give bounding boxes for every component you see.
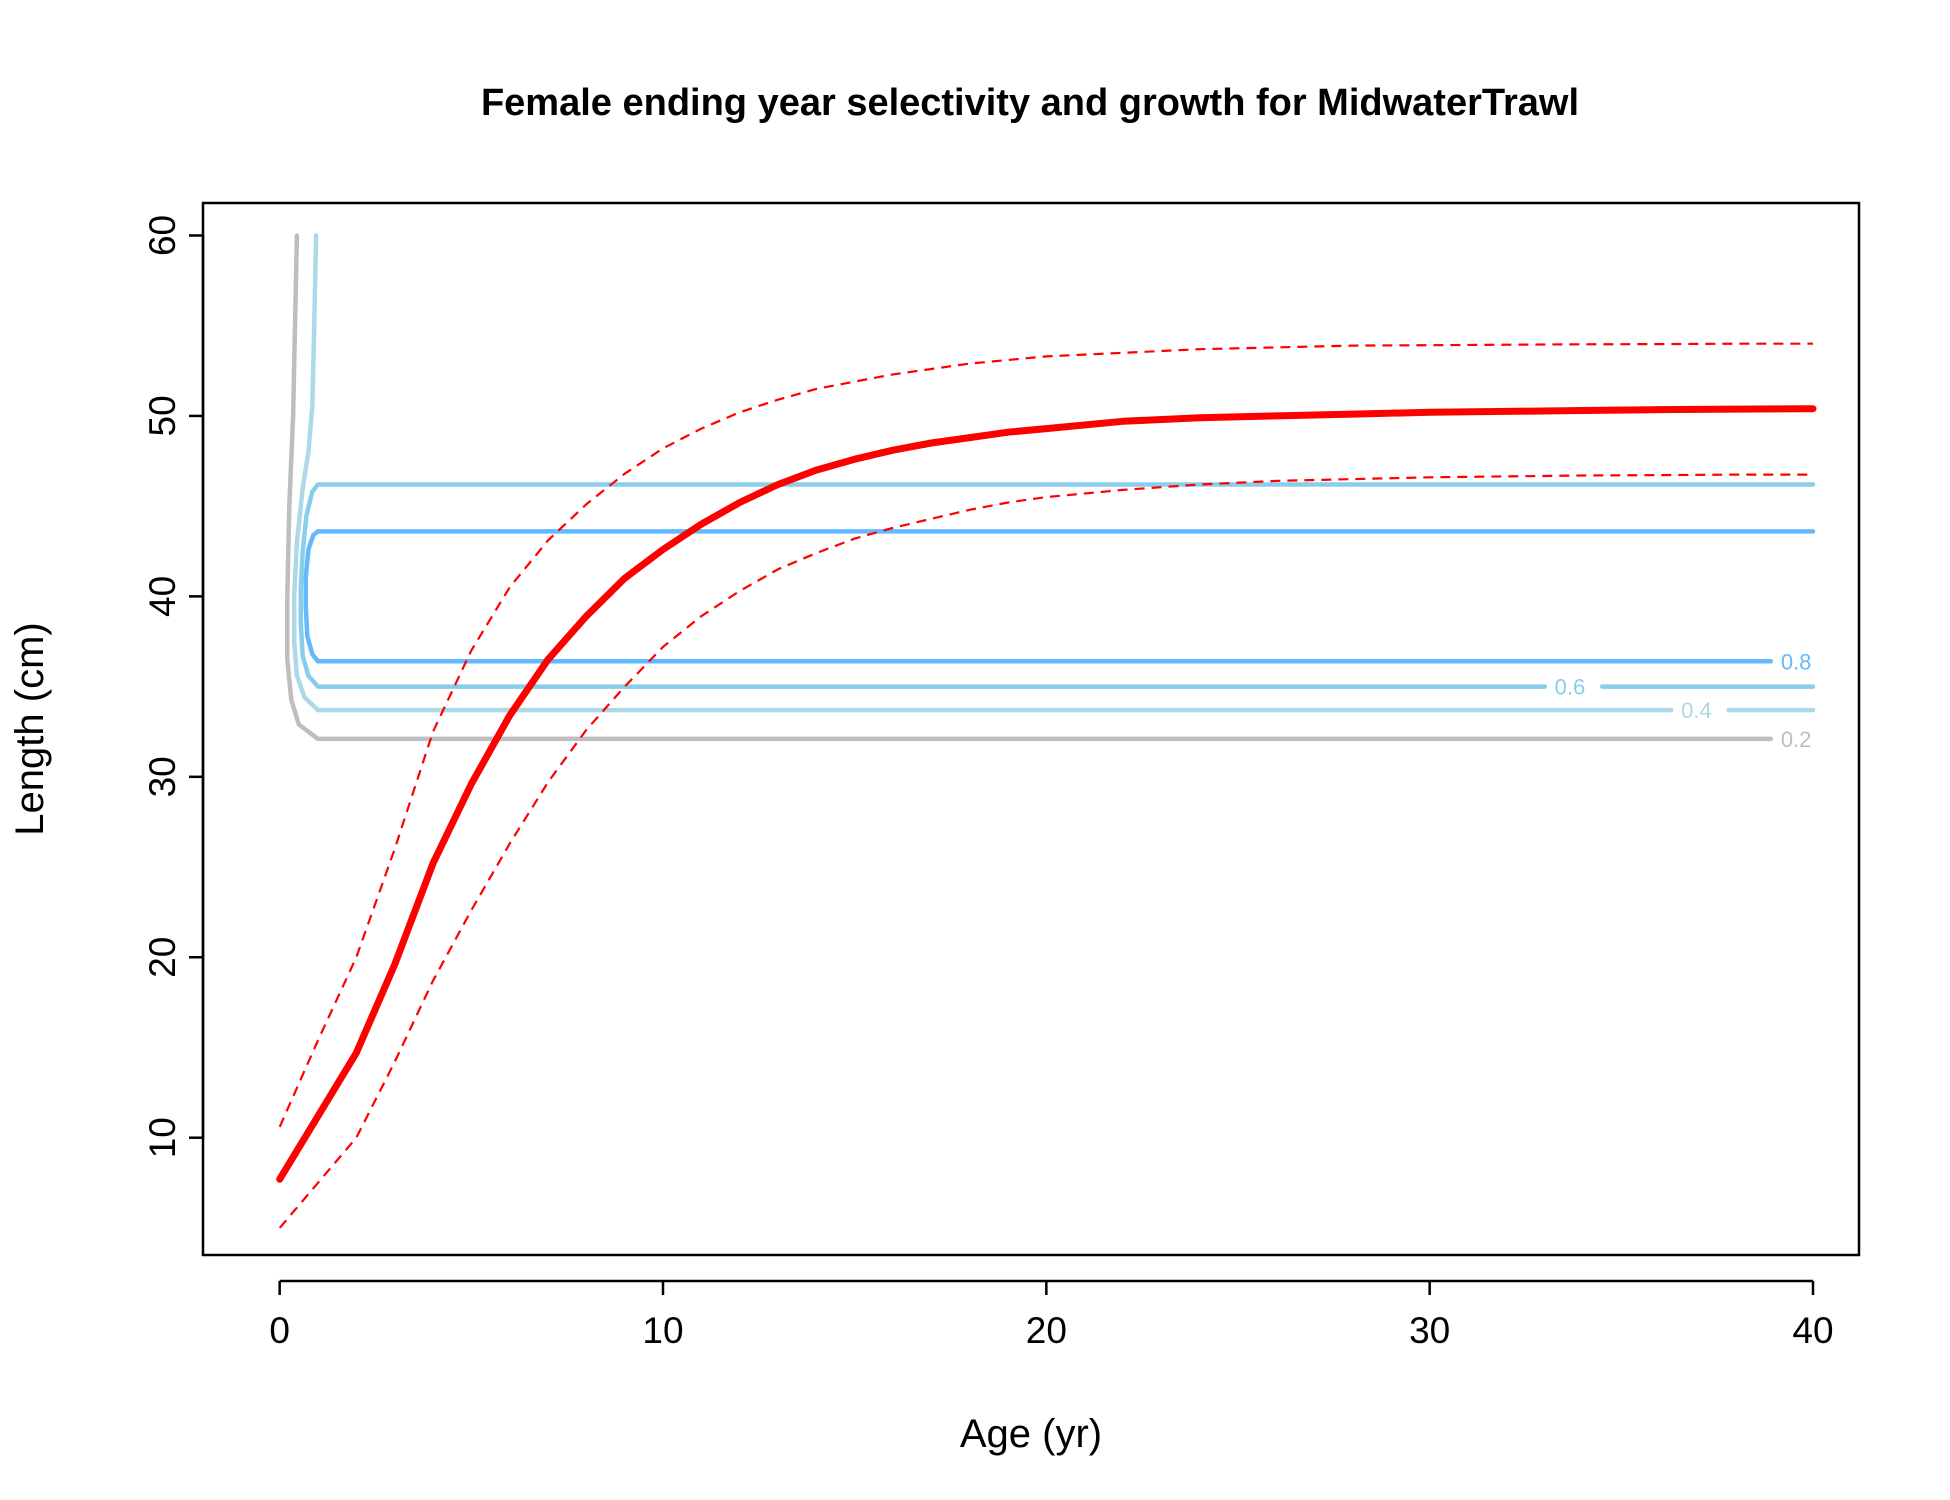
y-axis-label: Length (cm) [8,622,52,835]
x-tick-label-20: 20 [1026,1310,1067,1351]
x-tick-label-40: 40 [1792,1310,1833,1351]
y-tick-label-30: 30 [142,756,183,797]
contour-label-08: 0.8 [1781,649,1812,674]
y-tick-label-50: 50 [142,395,183,436]
selectivity-contour-04-1 [291,233,1674,713]
growth-lower-interval [278,473,1813,1229]
x-axis-label: Age (yr) [960,1412,1102,1456]
chart-title: Female ending year selectivity and growt… [481,82,1579,124]
growth-mean-line [276,405,1817,1183]
x-axis: 0 10 20 30 40 [269,1279,1834,1351]
contour-label-06: 0.6 [1555,675,1586,700]
y-tick-label-60: 60 [142,215,183,256]
selectivity-contour-08-5 [303,529,1816,664]
y-tick-label-40: 40 [142,576,183,617]
y-tick-label-10: 10 [142,1117,183,1158]
contour-label-04: 0.4 [1681,698,1712,723]
selectivity-contour-06-3 [298,482,1816,689]
growth-curves [276,342,1817,1229]
y-tick-label-20: 20 [142,937,183,978]
y-axis: 10 20 30 40 50 60 [142,215,205,1158]
contour-label-02: 0.2 [1781,727,1812,752]
selectivity-contours [285,233,1816,742]
growth-upper-interval [278,342,1813,1128]
selectivity-contour-02-0 [285,233,1774,742]
x-tick-label-30: 30 [1409,1310,1450,1351]
contour-labels: 0.2 0.4 0.6 0.8 [1555,649,1812,752]
x-tick-label-10: 10 [642,1310,683,1351]
plot-frame [201,201,1861,1257]
x-tick-label-0: 0 [269,1310,290,1351]
